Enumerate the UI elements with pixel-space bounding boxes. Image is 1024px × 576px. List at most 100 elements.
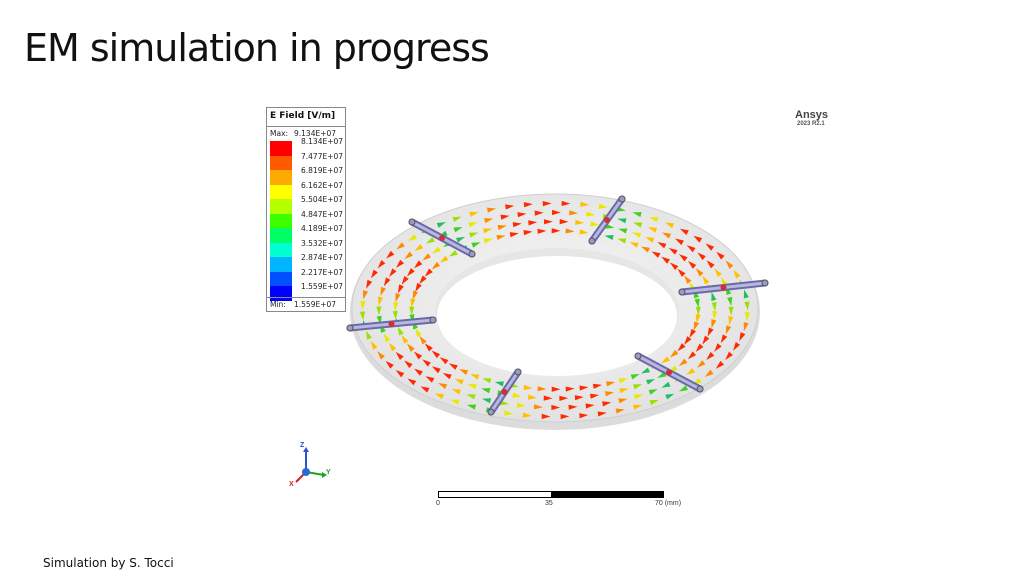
field-arrow <box>725 260 734 269</box>
scale-label-35: 35 <box>545 500 553 507</box>
port-end <box>487 408 495 416</box>
port-end <box>429 316 437 324</box>
field-arrow <box>389 268 397 277</box>
port-center <box>501 389 508 395</box>
field-arrows <box>359 200 751 420</box>
field-arrow <box>415 282 422 292</box>
field-arrow <box>468 222 478 228</box>
field-arrow <box>661 381 671 388</box>
field-arrow <box>388 342 397 352</box>
legend-value: 3.532E+07 <box>301 238 344 248</box>
field-arrow <box>494 381 504 387</box>
legend-divider <box>267 126 345 127</box>
field-arrow <box>396 259 405 268</box>
field-arrow <box>739 332 746 342</box>
field-arrow <box>370 269 378 279</box>
field-arrow <box>466 394 476 400</box>
legend-value: 6.819E+07 <box>301 166 344 175</box>
field-arrow <box>668 247 678 255</box>
field-arrow <box>695 343 704 353</box>
field-arrow <box>486 207 497 213</box>
field-arrow <box>695 268 704 277</box>
field-arrow <box>693 321 700 331</box>
field-arrow <box>657 242 667 249</box>
field-arrow <box>383 333 391 343</box>
field-arrow <box>661 356 670 364</box>
legend-value: 2.217E+07 <box>301 267 344 277</box>
port-end <box>696 385 704 393</box>
port-end <box>514 368 522 376</box>
field-arrow <box>695 314 701 324</box>
field-arrow <box>712 310 718 320</box>
field-arrow <box>633 222 643 228</box>
field-arrow <box>598 203 608 209</box>
legend-max: Max: 9.134E+07 <box>270 129 336 138</box>
field-arrow <box>542 200 552 207</box>
field-arrow <box>533 404 543 410</box>
legend-row: 8.134E+07 <box>270 137 344 156</box>
field-arrow <box>415 328 422 338</box>
port-center <box>388 321 395 327</box>
field-arrow <box>617 238 627 244</box>
scale-bar-fill <box>551 492 663 497</box>
field-arrow <box>409 306 415 316</box>
field-arrow <box>686 245 696 253</box>
legend-swatch <box>270 242 292 257</box>
field-arrow <box>393 302 399 312</box>
legend-max-label: Max: <box>270 129 289 138</box>
legend-swatch <box>270 155 292 170</box>
field-arrow <box>466 404 477 410</box>
field-arrow <box>619 388 629 394</box>
field-arrow <box>497 224 507 230</box>
port-center <box>720 284 727 291</box>
field-arrow <box>733 342 741 351</box>
field-arrow <box>401 335 409 344</box>
field-arrow <box>419 275 427 285</box>
field-arrow <box>720 334 728 344</box>
legend-value: 2.874E+07 <box>301 253 344 262</box>
field-arrow <box>560 413 570 420</box>
field-arrow <box>679 228 689 236</box>
field-arrow <box>711 302 717 312</box>
field-arrow <box>517 212 527 218</box>
legend-value: 1.559E+07 <box>301 282 344 291</box>
field-arrow <box>359 311 366 321</box>
field-arrow <box>523 230 533 236</box>
scale-bar <box>438 491 664 498</box>
field-arrow <box>632 404 643 410</box>
field-arrow <box>469 211 479 217</box>
legend-swatch <box>270 170 292 185</box>
field-arrow <box>414 368 423 376</box>
legend-row: 5.504E+07 <box>270 195 344 214</box>
field-arrow <box>431 261 441 270</box>
triad-x-label: X <box>289 481 294 488</box>
field-arrow <box>604 391 615 397</box>
field-arrow <box>711 319 717 329</box>
field-arrow <box>448 250 458 257</box>
field-arrow <box>395 369 405 378</box>
field-arrow <box>649 216 659 223</box>
field-arrow <box>377 296 383 306</box>
field-arrow <box>716 251 725 260</box>
field-arrow <box>728 306 734 316</box>
legend-row: 2.874E+07 <box>270 253 344 272</box>
field-arrow <box>714 343 722 352</box>
field-arrow <box>743 322 749 332</box>
field-arrow <box>574 395 584 401</box>
field-arrow <box>410 298 416 308</box>
field-arrow <box>459 368 469 375</box>
field-arrow <box>648 389 658 395</box>
field-arrow <box>424 268 433 277</box>
field-arrow <box>649 399 659 406</box>
field-arrow <box>678 385 688 392</box>
field-arrow <box>395 351 404 360</box>
field-arrow <box>434 393 444 400</box>
field-arrow <box>733 269 741 279</box>
field-arrow <box>448 363 458 370</box>
field-arrow <box>579 229 589 235</box>
axis-triad-icon: Z Y X <box>286 442 336 492</box>
field-arrow <box>590 393 600 399</box>
legend-swatch <box>270 184 292 199</box>
